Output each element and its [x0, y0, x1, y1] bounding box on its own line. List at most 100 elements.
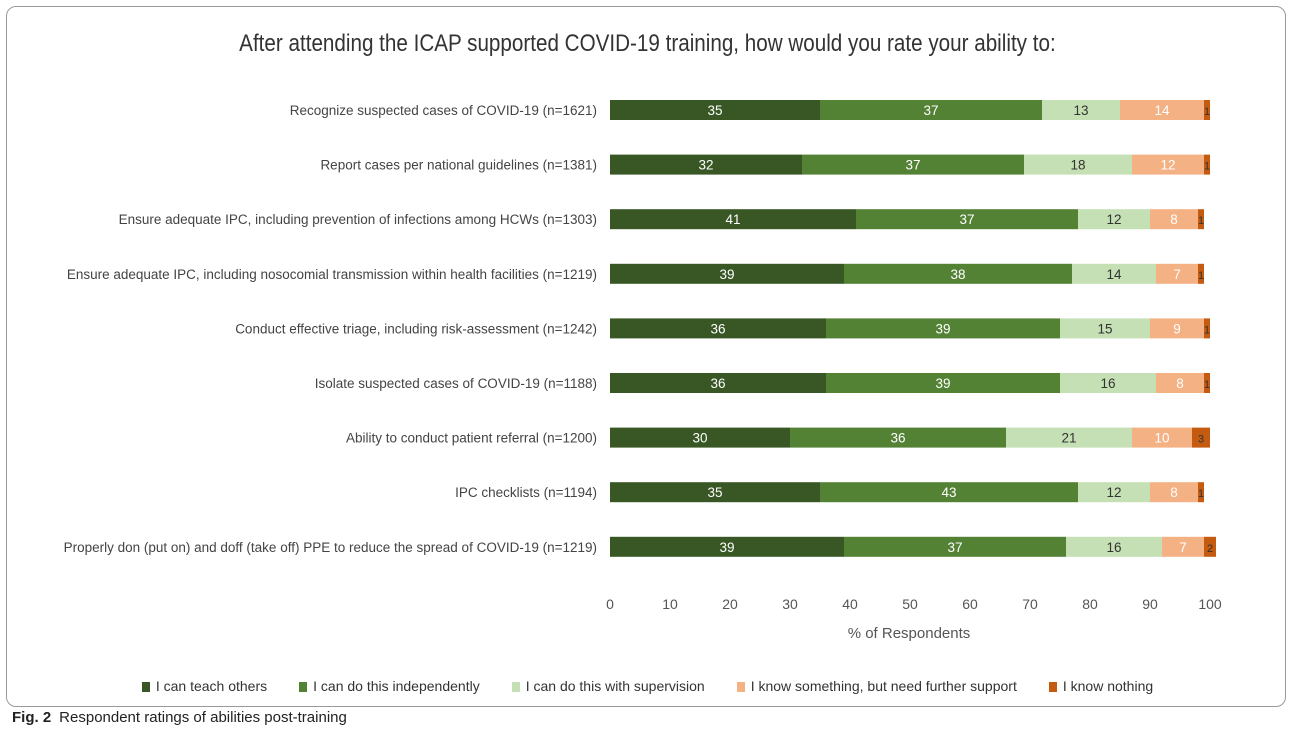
- bar-value-label: 9: [1173, 321, 1181, 336]
- legend-swatch: [299, 682, 308, 692]
- bar-segment: [610, 154, 802, 175]
- bar-value-label: 15: [1097, 321, 1112, 336]
- legend-swatch: [1048, 682, 1057, 692]
- bar-segment: [1162, 536, 1204, 557]
- bar-value-label: 39: [935, 376, 950, 391]
- bar-segment: [1204, 100, 1210, 120]
- bar-value-label: 1: [1198, 215, 1204, 227]
- bar-segment: [826, 373, 1060, 393]
- x-axis-ticks: 0 10 20 30 40 50 60 70 80 90 100: [606, 596, 1222, 612]
- bar-segment: [1066, 536, 1162, 557]
- x-tick-label: 80: [1082, 596, 1098, 612]
- bar-segment: [1060, 318, 1150, 339]
- bar-value-label: 12: [1106, 212, 1121, 227]
- bars-layer: 35 37 13 14 132 37 18 12 141 37 12 8 139 38 14 7 136 39 15…: [610, 100, 1216, 557]
- bar-value-label: 8: [1176, 376, 1184, 391]
- bar-value-label: 36: [710, 376, 725, 391]
- legend-swatch: [141, 682, 150, 692]
- legend-label: I can teach others: [155, 678, 268, 694]
- chart-title: After attending the ICAP supported COVID…: [239, 30, 1056, 57]
- legend-swatch: [511, 682, 520, 692]
- bar-value-label: 12: [1160, 158, 1175, 173]
- bar-value-label: 12: [1106, 485, 1121, 500]
- bar-segment: [1132, 154, 1204, 175]
- bar-value-label: 7: [1173, 267, 1181, 282]
- bar-segment: [1060, 373, 1156, 393]
- legend-label: I know nothing: [1062, 678, 1154, 694]
- bar-value-label: 16: [1106, 540, 1121, 555]
- bar-value-label: 7: [1179, 540, 1187, 555]
- x-tick-label: 70: [1022, 596, 1038, 612]
- bar-value-label: 35: [707, 103, 722, 118]
- x-tick-label: 50: [902, 596, 918, 612]
- figure-caption: Fig. 2 Respondent ratings of abilities po…: [12, 709, 347, 726]
- category-label: Conduct effective triage, including risk…: [235, 321, 597, 336]
- bar-value-label: 1: [1204, 106, 1210, 118]
- bar-segment: [802, 154, 1024, 175]
- bar-value-label: 37: [923, 103, 938, 118]
- x-tick-label: 20: [722, 596, 738, 612]
- bar-segment: [610, 318, 826, 339]
- bar-segment: [820, 482, 1078, 503]
- bar-value-label: 41: [725, 212, 740, 227]
- bar-segment: [610, 536, 844, 557]
- bar-segment: [1198, 209, 1204, 230]
- bar-segment: [844, 263, 1072, 284]
- bar-segment: [1204, 318, 1210, 339]
- bar-value-label: 39: [719, 267, 734, 282]
- bar-value-label: 1: [1204, 161, 1210, 173]
- bar-value-label: 39: [935, 321, 950, 336]
- legend-item: I know nothing: [1048, 678, 1154, 694]
- bar-segment: [1156, 263, 1198, 284]
- bar-value-label: 30: [692, 431, 707, 446]
- bar-value-label: 1: [1204, 324, 1210, 336]
- bar-segment: [1150, 318, 1204, 339]
- legend-label: I know something, but need further suppo…: [750, 678, 1017, 694]
- bar-value-label: 37: [905, 158, 920, 173]
- bar-value-label: 36: [710, 321, 725, 336]
- caption-label: Fig. 2: [12, 709, 52, 726]
- bar-value-label: 8: [1170, 485, 1178, 500]
- bar-segment: [1204, 373, 1210, 393]
- bar-value-label: 18: [1070, 158, 1085, 173]
- bar-segment: [1192, 427, 1210, 448]
- bar-segment: [826, 318, 1060, 339]
- bar-value-label: 43: [941, 485, 956, 500]
- bar-segment: [1198, 482, 1204, 503]
- bar-segment: [1006, 427, 1132, 448]
- x-tick-label: 90: [1142, 596, 1158, 612]
- bar-value-label: 1: [1198, 488, 1204, 500]
- category-label: IPC checklists (n=1194): [455, 485, 597, 500]
- legend-label: I can do this independently: [313, 678, 480, 694]
- bar-value-label: 37: [947, 540, 962, 555]
- bar-value-label: 35: [707, 485, 722, 500]
- bar-segment: [610, 209, 856, 230]
- x-tick-label: 40: [842, 596, 858, 612]
- legend: I can teach others I can do this independ…: [0, 678, 1295, 694]
- category-label: Ability to conduct patient referral (n=1…: [346, 431, 597, 446]
- bar-segment: [610, 482, 820, 503]
- bar-segment: [1042, 100, 1120, 120]
- category-label: Ensure adequate IPC, including preventio…: [119, 212, 597, 227]
- x-tick-label: 0: [606, 596, 614, 612]
- bar-segment: [790, 427, 1006, 448]
- bar-segment: [1132, 427, 1192, 448]
- bar-segment: [1120, 100, 1204, 120]
- x-tick-label: 30: [782, 596, 798, 612]
- bar-value-label: 16: [1100, 376, 1115, 391]
- bar-segment: [1024, 154, 1132, 175]
- x-tick-label: 10: [662, 596, 678, 612]
- bar-segment: [844, 536, 1066, 557]
- caption-text: Respondent ratings of abilities post-tra…: [59, 709, 347, 726]
- category-label: Ensure adequate IPC, including nosocomia…: [67, 267, 597, 282]
- category-label: Recognize suspected cases of COVID-19 (n…: [290, 103, 597, 118]
- x-tick-label: 60: [962, 596, 978, 612]
- legend-item: I can do this independently: [299, 678, 480, 694]
- category-labels: Recognize suspected cases of COVID-19 (n…: [64, 103, 597, 555]
- x-tick-label: 100: [1198, 596, 1222, 612]
- bar-value-label: 21: [1061, 431, 1076, 446]
- bar-segment: [820, 100, 1042, 120]
- bar-value-label: 10: [1154, 431, 1169, 446]
- bar-value-label: 14: [1154, 103, 1170, 118]
